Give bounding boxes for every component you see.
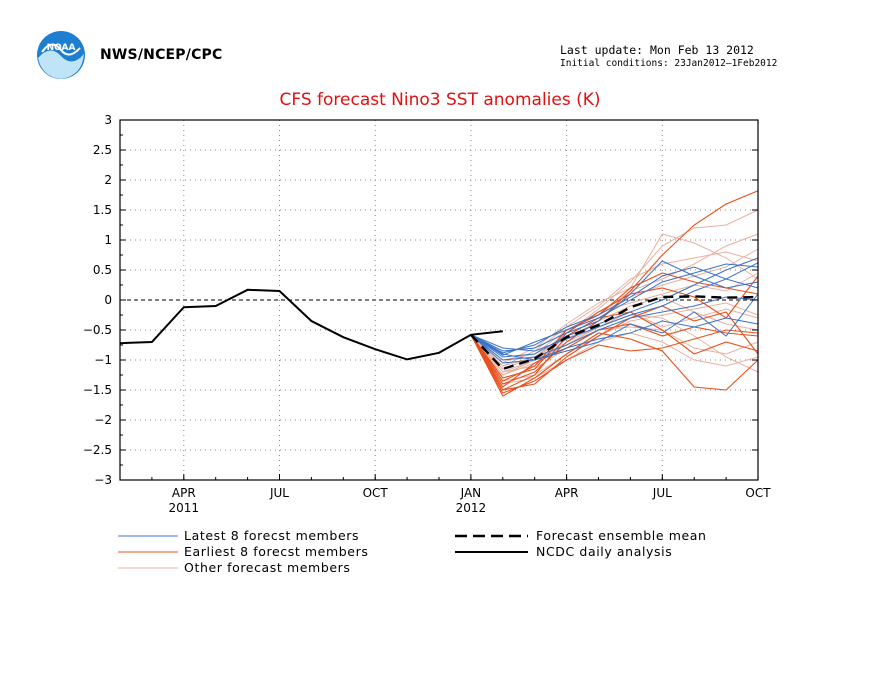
- y-tick-label: −3: [94, 473, 112, 487]
- x-tick-sublabel: 2012: [456, 501, 487, 515]
- y-tick-label: −2: [94, 413, 112, 427]
- y-tick-label: −1.5: [83, 383, 112, 397]
- x-tick-label: JAN: [460, 486, 482, 500]
- latest-member-line: [470, 317, 759, 364]
- y-tick-label: −2.5: [83, 443, 112, 457]
- y-tick-label: 1.5: [93, 203, 112, 217]
- other-member-line: [470, 332, 759, 385]
- x-tick-label: APR: [172, 486, 196, 500]
- earliest-member-line: [470, 311, 759, 391]
- y-tick-label: 3: [104, 113, 112, 127]
- x-tick-label: APR: [555, 486, 579, 500]
- y-tick-label: 0.5: [93, 263, 112, 277]
- y-tick-label: 2: [104, 173, 112, 187]
- other-member-line: [470, 308, 759, 376]
- plot-frame: [119, 119, 759, 481]
- chart-title: CFS forecast Nino3 SST anomalies (K): [279, 90, 601, 110]
- latest-member-line: [470, 278, 759, 352]
- logo-text: NOAA: [47, 43, 76, 53]
- logo-wave: [38, 50, 84, 79]
- earliest-member-line: [470, 190, 759, 385]
- earliest-member-line: [470, 305, 759, 391]
- noaa-logo: NOAA: [37, 31, 85, 79]
- main-series-layer: [119, 288, 759, 371]
- latest-member-line: [470, 296, 759, 361]
- latest-member-line: [470, 257, 759, 358]
- legend-lines: [118, 534, 528, 569]
- latest-members-layer: [470, 257, 759, 364]
- x-tick-label: OCT: [745, 486, 771, 500]
- other-member-line: [470, 233, 759, 364]
- latest-member-line: [470, 293, 759, 361]
- x-tick-label: JUL: [269, 486, 289, 500]
- observed-line: [119, 288, 503, 361]
- y-tick-label: −0.5: [83, 323, 112, 337]
- last-update-text: Last update: Mon Feb 13 2012: [560, 43, 754, 57]
- latest-member-line: [470, 263, 759, 356]
- y-tick-label: −1: [94, 353, 112, 367]
- x-tick-sublabel: 2011: [169, 501, 200, 515]
- earliest-member-line: [470, 275, 759, 379]
- logo-gull: [41, 43, 81, 56]
- axes-layer: 32.521.510.50−0.5−1−1.5−2−2.5−3APR2011JU…: [83, 113, 771, 515]
- x-tick-label: JUL: [652, 486, 672, 500]
- initial-conditions-text: Initial conditions: 23Jan2012–1Feb2012: [560, 58, 778, 69]
- y-tick-label: 1: [104, 233, 112, 247]
- y-tick-label: 2.5: [93, 143, 112, 157]
- x-tick-label: OCT: [363, 486, 389, 500]
- other-member-line: [470, 296, 759, 373]
- agency-label: NWS/NCEP/CPC: [100, 47, 223, 63]
- y-tick-label: 0: [104, 293, 112, 307]
